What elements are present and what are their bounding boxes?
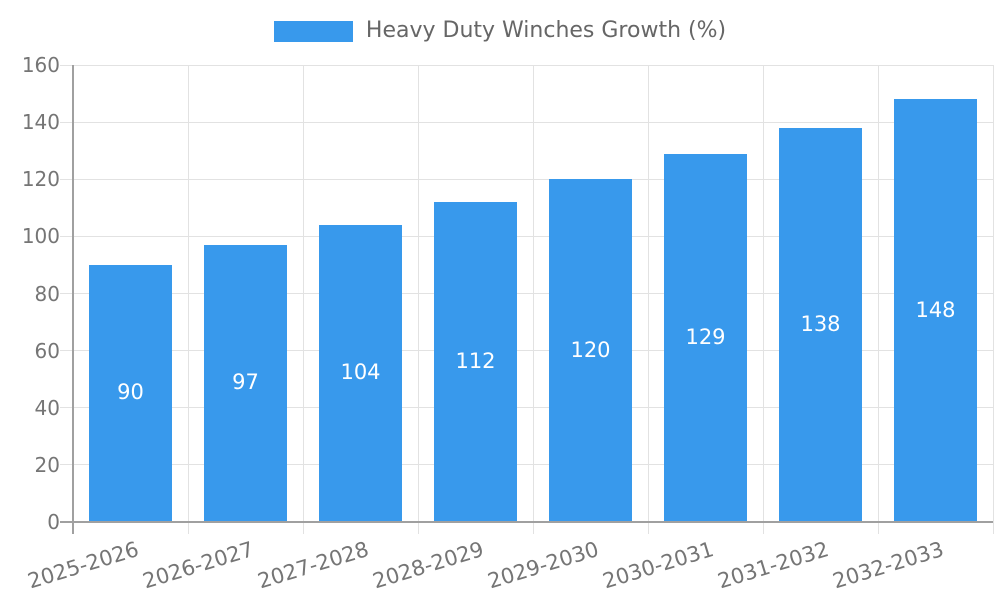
x-tick-label: 2027-2028 [255,537,372,594]
gridline-horizontal [60,407,993,409]
y-tick-label: 120 [21,167,60,192]
gridline-vertical [302,65,304,534]
bar-value-label: 90 [117,380,144,405]
gridline-horizontal [60,64,993,66]
x-axis-line [60,521,993,523]
gridline-vertical [532,65,534,534]
bar: 104 [319,224,402,521]
gridline-horizontal [60,121,993,123]
bar: 120 [549,179,632,521]
y-tick-label: 140 [21,110,60,135]
y-tick-label: 80 [34,281,60,306]
x-tick-label: 2030-2031 [600,537,717,594]
gridline-horizontal [60,464,993,466]
x-tick-label: 2028-2029 [370,537,487,594]
gridline-horizontal [60,350,993,352]
gridline-horizontal [60,293,993,294]
gridline-vertical [877,65,879,534]
y-tick-label: 40 [34,395,60,420]
gridline-vertical [187,65,189,534]
x-tick-label: 2026-2027 [140,537,257,594]
gridline-vertical [992,65,994,534]
bar: 138 [779,127,862,521]
bar: 129 [664,153,747,521]
gridline-horizontal [60,235,993,237]
legend-swatch [273,20,353,42]
legend: Heavy Duty Winches Growth (%) [0,18,1000,44]
bar: 148 [894,99,977,521]
bar-value-label: 112 [455,349,496,374]
gridline-horizontal [60,178,993,180]
gridline-vertical [647,65,649,534]
bar-value-label: 129 [685,324,726,349]
bar-value-label: 148 [915,297,956,322]
bar-value-label: 138 [800,311,841,336]
y-tick-label: 60 [34,338,60,363]
x-tick-label: 2031-2032 [715,537,832,594]
bar: 90 [89,264,172,521]
bar-value-label: 120 [570,337,611,362]
gridline-vertical [417,65,419,534]
bar: 97 [204,244,287,521]
bar-value-label: 97 [232,370,259,395]
y-axis-line [72,65,74,534]
y-tick-label: 20 [34,452,60,477]
plot-area: 90 97 104 112 120 129 138 148 [60,64,994,534]
x-tick-label: 2029-2030 [485,537,602,594]
bar: 112 [434,202,517,521]
legend-label: Heavy Duty Winches Growth (%) [365,18,727,43]
y-tick-label: 160 [21,53,60,77]
y-tick-label: 0 [47,510,60,534]
x-tick-label: 2032-2033 [830,537,947,594]
bar-value-label: 104 [340,360,381,385]
x-tick-label: 2025-2026 [25,537,142,594]
y-tick-label: 100 [21,224,60,249]
gridline-vertical [762,65,764,534]
